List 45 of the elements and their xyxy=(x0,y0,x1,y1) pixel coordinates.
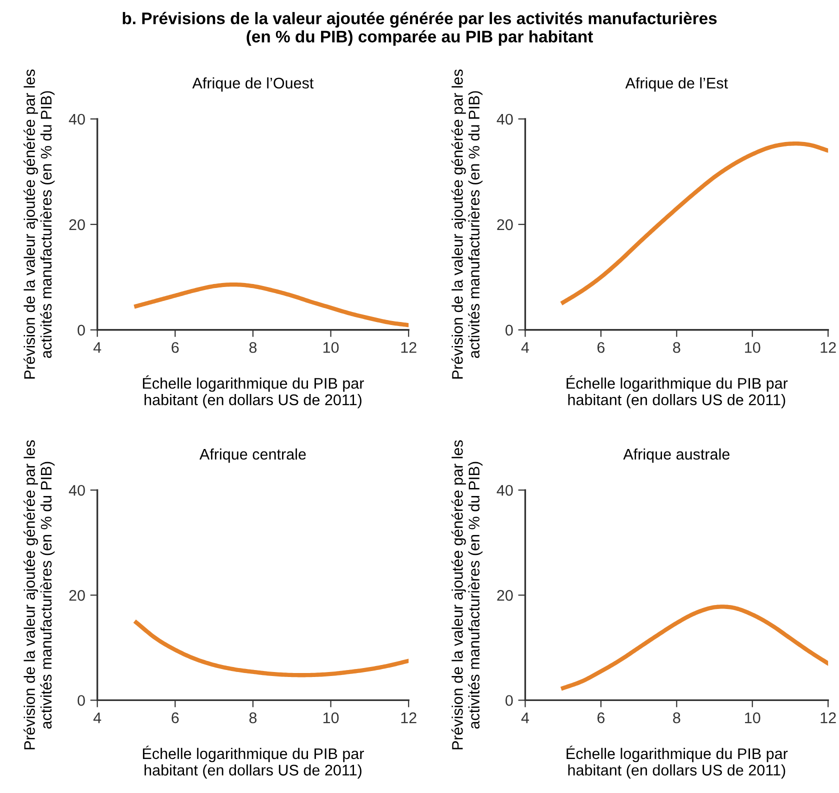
text: b. Prévisions de la valeur ajoutée générée par les activités manufacturières (en % du PIB) comparée au PIB par habitant xyxy=(122,12,717,46)
y-tick-label: 20 xyxy=(69,590,85,601)
x-tick-label: 8 xyxy=(249,712,257,724)
chart-title: Afrique de l’Ouest xyxy=(192,77,314,92)
x-tick-label: 12 xyxy=(401,342,416,353)
x-tick-label: 10 xyxy=(745,342,760,353)
y-axis-title: Prévision de la valeur ajoutée générée par les activités manufacturières (en % du PIB) xyxy=(24,440,55,750)
x-tick-label: 6 xyxy=(172,342,179,353)
y-tick-label: 20 xyxy=(497,590,513,601)
y-tick-label: 40 xyxy=(68,114,85,125)
x-axis-title: Échelle logarithmique du PIB par habitant (en dollars US de 2011) xyxy=(142,746,364,779)
x-tick-label: 4 xyxy=(521,712,530,724)
y-tick-label: 0 xyxy=(78,324,85,336)
y-tick-label: 0 xyxy=(506,324,513,336)
x-tick-label: 12 xyxy=(820,342,836,353)
y-tick-label: 40 xyxy=(68,484,85,496)
y-tick-label: 20 xyxy=(497,219,513,230)
y-axis-title: Prévision de la valeur ajoutée générée par les activités manufacturières (en % du PIB) xyxy=(451,440,483,750)
x-tick-label: 8 xyxy=(673,712,680,724)
y-tick-label: 40 xyxy=(496,484,513,496)
x-tick-label: 4 xyxy=(93,712,102,724)
x-tick-label: 10 xyxy=(323,342,339,353)
x-tick-label: 6 xyxy=(597,342,605,353)
chart-title: Afrique australe xyxy=(623,448,730,463)
x-tick-label: 6 xyxy=(172,712,179,724)
x-tick-label: 6 xyxy=(597,712,605,724)
chart-title: Afrique centrale xyxy=(199,448,306,463)
x-tick-label: 10 xyxy=(745,712,760,724)
y-tick-label: 40 xyxy=(496,114,513,125)
x-tick-label: 8 xyxy=(673,342,680,353)
x-tick-label: 4 xyxy=(521,342,530,353)
x-tick-label: 12 xyxy=(820,712,836,724)
x-tick-label: 8 xyxy=(249,342,257,353)
y-tick-label: 0 xyxy=(78,695,85,706)
x-axis-title: Échelle logarithmique du PIB par habitant (en dollars US de 2011) xyxy=(566,746,788,779)
y-axis-title: Prévision de la valeur ajoutée générée par les activités manufacturières (en % du PIB) xyxy=(24,70,55,379)
y-tick-label: 20 xyxy=(69,219,85,230)
x-tick-label: 12 xyxy=(401,712,416,724)
y-axis-title: Prévision de la valeur ajoutée générée par les activités manufacturières (en % du PIB) xyxy=(451,70,483,379)
x-tick-label: 4 xyxy=(93,342,102,353)
x-axis-title: Échelle logarithmique du PIB par habitant (en dollars US de 2011) xyxy=(142,375,364,408)
x-tick-label: 10 xyxy=(323,712,339,724)
x-axis-title: Échelle logarithmique du PIB par habitant (en dollars US de 2011) xyxy=(566,375,788,408)
y-tick-label: 0 xyxy=(506,695,513,706)
chart-title: Afrique de l’Est xyxy=(625,77,728,92)
